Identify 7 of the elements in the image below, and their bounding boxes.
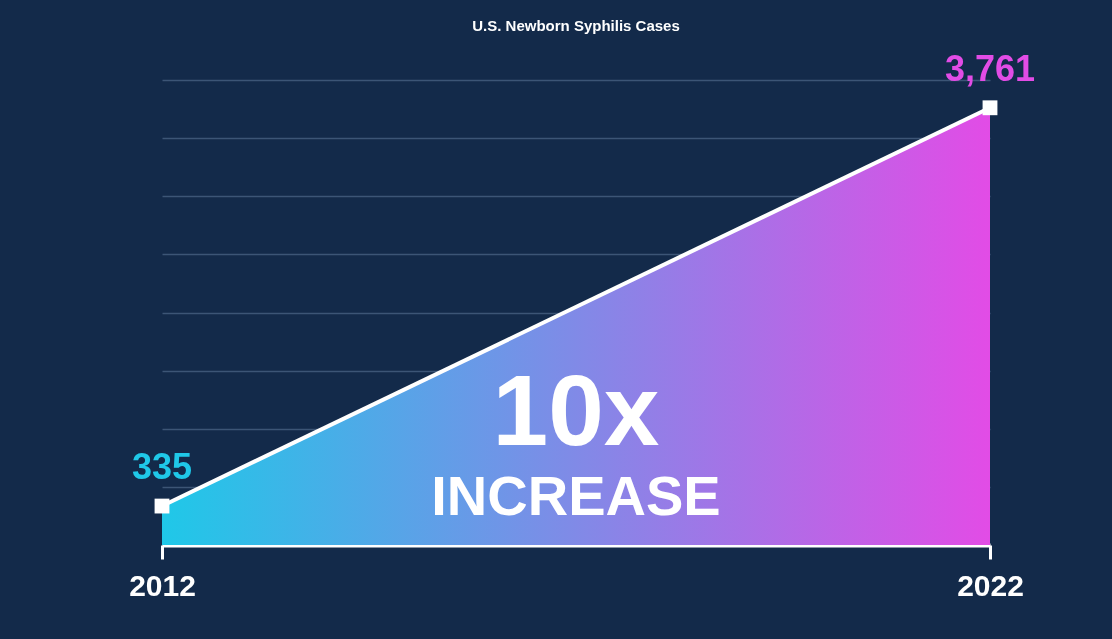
x-tick-label: 2012 — [129, 568, 196, 602]
chart-title: U.S. Newborn Syphilis Cases — [472, 16, 680, 34]
annotation: INCREASE — [431, 464, 721, 527]
x-tick-label: 2022 — [957, 568, 1024, 602]
data-label: 3,761 — [944, 47, 1036, 89]
data-label: 335 — [131, 446, 193, 488]
annotation: 10x — [492, 354, 660, 466]
